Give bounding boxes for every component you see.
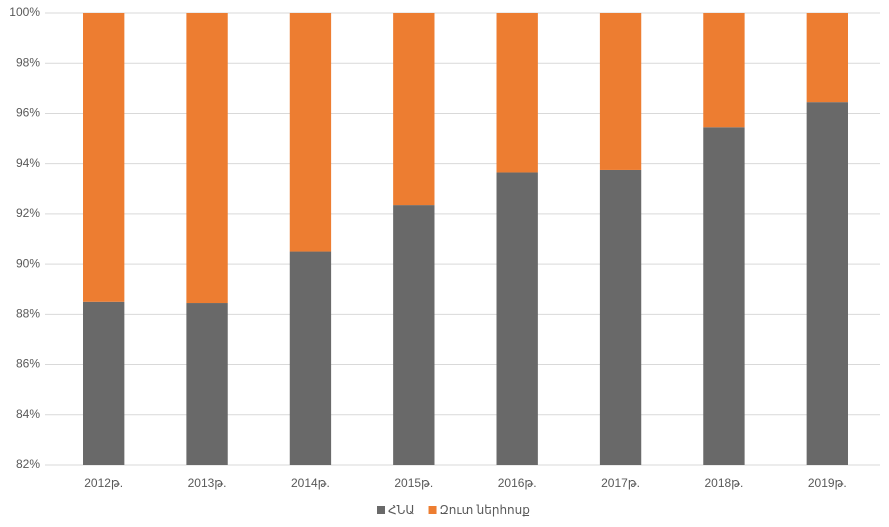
bar-segment xyxy=(393,205,435,465)
bar-segment xyxy=(599,13,642,170)
bar-segment xyxy=(703,127,745,465)
x-tick-label: 2017թ. xyxy=(601,476,640,490)
y-tick-label: 86% xyxy=(16,357,40,371)
y-tick-label: 94% xyxy=(16,156,40,170)
x-tick-label: 2012թ. xyxy=(84,476,123,490)
bar-segment xyxy=(806,102,848,466)
bar-segment xyxy=(496,13,538,173)
bar-segment xyxy=(83,301,125,465)
x-tick-label: 2013թ. xyxy=(188,476,227,490)
bar-segment xyxy=(289,251,332,465)
bar-segment xyxy=(186,303,228,465)
y-tick-label: 98% xyxy=(16,55,40,69)
x-tick-label: 2015թ. xyxy=(394,476,433,490)
bar-segment xyxy=(599,169,642,465)
legend-label: ՀՆԱ xyxy=(388,503,415,517)
bar-segment xyxy=(703,13,745,128)
y-tick-label: 100% xyxy=(9,5,40,19)
x-tick-label: 2019թ. xyxy=(808,476,847,490)
bar-segment xyxy=(289,13,332,252)
bar-segment xyxy=(393,13,435,206)
y-tick-label: 88% xyxy=(16,307,40,321)
legend-swatch xyxy=(428,506,437,514)
legend-label: Զուտ ներհոսք xyxy=(440,503,530,517)
bar-segment xyxy=(806,13,848,103)
x-tick-label: 2018թ. xyxy=(704,476,743,490)
bar-segment xyxy=(83,13,125,302)
bar-segment xyxy=(186,13,228,304)
y-tick-label: 82% xyxy=(16,457,40,471)
x-tick-label: 2014թ. xyxy=(291,476,330,490)
legend-swatch xyxy=(377,506,385,514)
y-tick-label: 84% xyxy=(16,407,40,421)
x-tick-label: 2016թ. xyxy=(498,476,537,490)
y-tick-label: 90% xyxy=(16,256,40,270)
bar-segment xyxy=(496,172,538,465)
y-tick-label: 96% xyxy=(16,106,40,120)
y-tick-label: 92% xyxy=(16,206,40,220)
